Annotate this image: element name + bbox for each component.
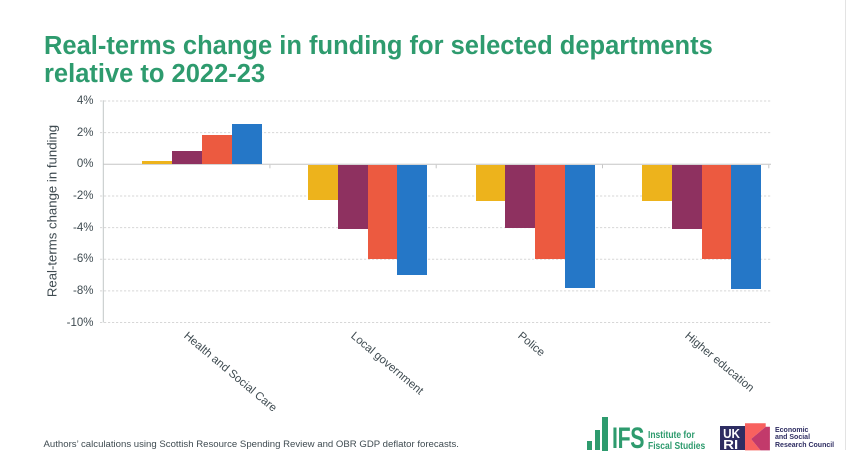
svg-text:UK: UK	[723, 427, 740, 442]
svg-text:RI: RI	[723, 437, 738, 450]
